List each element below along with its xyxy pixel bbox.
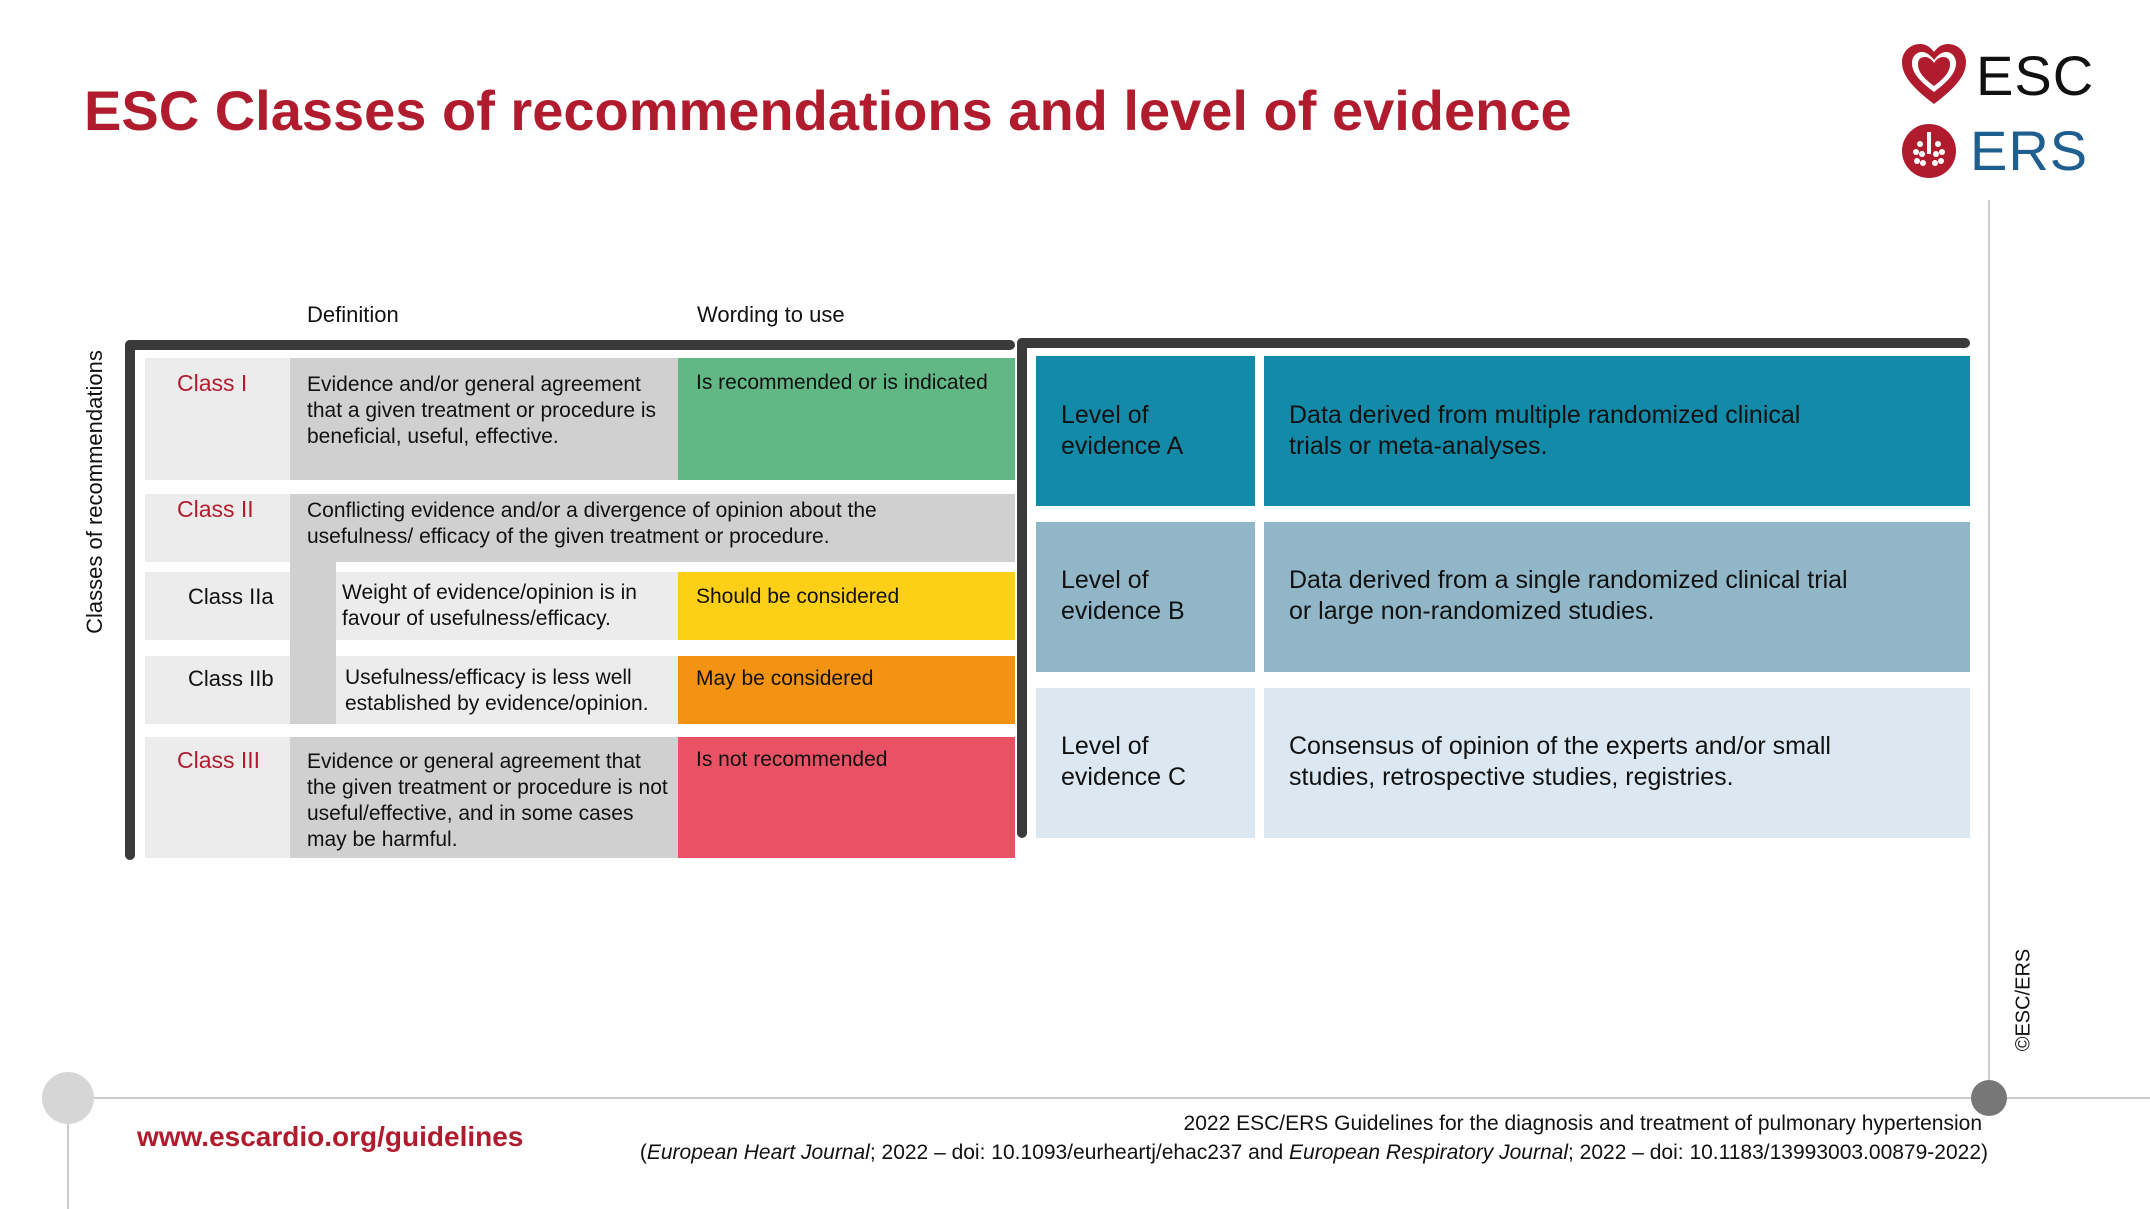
doi-1: ; 2022 – doi: 10.1093/eurheartj/ehac237 … — [869, 1141, 1290, 1164]
right-frame-top — [1017, 338, 1970, 348]
left-frame-top — [125, 340, 1015, 350]
class2-label: Class II — [177, 496, 254, 522]
left-frame-side — [125, 340, 135, 860]
ers-logo-text: ERS — [1970, 119, 2089, 182]
lungs-icon — [1902, 123, 1956, 178]
level-b-text: Data derived from a single randomized cl… — [1264, 522, 1970, 672]
footer-url-link[interactable]: www.escardio.org/guidelines — [137, 1121, 524, 1152]
journal-2: European Respiratory Journal — [1289, 1141, 1569, 1164]
class2b-definition: Usefulness/efficacy is less well establi… — [336, 656, 678, 724]
page-title: ESC Classes of recommendations and level… — [84, 79, 1572, 142]
class2b-label-cell: Class IIb — [145, 656, 290, 724]
level-a-text: Data derived from multiple randomized cl… — [1264, 356, 1970, 506]
citation-line-2: (European Heart Journal; 2022 – doi: 10.… — [640, 1141, 1988, 1165]
class2b-wording: May be considered — [678, 656, 1015, 724]
right-divider — [1988, 200, 1990, 1095]
class2a-label-cell: Class IIa — [145, 572, 290, 640]
journal-1: European Heart Journal — [646, 1141, 870, 1164]
citation-open: ( — [639, 1141, 647, 1164]
esc-logo-text: ESC — [1976, 43, 2095, 107]
class2-label-cell: Class II — [145, 494, 290, 562]
level-a-label: Level of evidence A — [1036, 356, 1255, 506]
footer-left-line — [67, 1097, 69, 1209]
class2a-wording: Should be considered — [678, 572, 1015, 640]
class3-label-cell: Class III — [145, 737, 290, 858]
level-c-label: Level of evidence C — [1036, 688, 1255, 838]
level-b-label: Level of evidence B — [1036, 522, 1255, 672]
class2a-label: Class IIa — [188, 584, 274, 609]
class3-label: Class III — [177, 747, 261, 773]
class2a-definition: Weight of evidence/opinion is in favour … — [336, 572, 678, 640]
class1-label-cell: Class I — [145, 358, 290, 480]
footer-circle-left — [42, 1072, 94, 1124]
class1-label: Class I — [177, 370, 248, 396]
esc-logo: ESC — [1900, 42, 2094, 108]
doi-2: ; 2022 – doi: 10.1183/13993003.00879-202… — [1568, 1141, 1988, 1164]
side-label: Classes of recommendations — [82, 350, 107, 634]
copyright: ©ESC/ERS — [2012, 948, 2035, 1052]
footer-circle-right — [1971, 1080, 2007, 1116]
citation-line-1: 2022 ESC/ERS Guidelines for the diagnosi… — [1183, 1112, 1982, 1135]
footer-divider — [67, 1097, 2150, 1099]
class2b-label: Class IIb — [188, 666, 274, 691]
class1-definition: Evidence and/or general agreement that a… — [290, 358, 678, 480]
definition-header: Definition — [307, 302, 399, 327]
class1-wording: Is recommended or is indicated — [678, 358, 1015, 480]
heart-icon — [1902, 44, 1966, 104]
level-c-text: Consensus of opinion of the experts and/… — [1264, 688, 1970, 838]
wording-header: Wording to use — [697, 302, 845, 327]
class3-wording: Is not recommended — [678, 737, 1015, 858]
class2-sub-bracket — [290, 562, 336, 724]
class3-definition: Evidence or general agreement that the g… — [290, 737, 678, 858]
ers-logo: ERS — [1900, 118, 2088, 183]
right-frame-side — [1017, 338, 1027, 838]
class2-definition: Conflicting evidence and/or a divergence… — [290, 494, 1015, 562]
